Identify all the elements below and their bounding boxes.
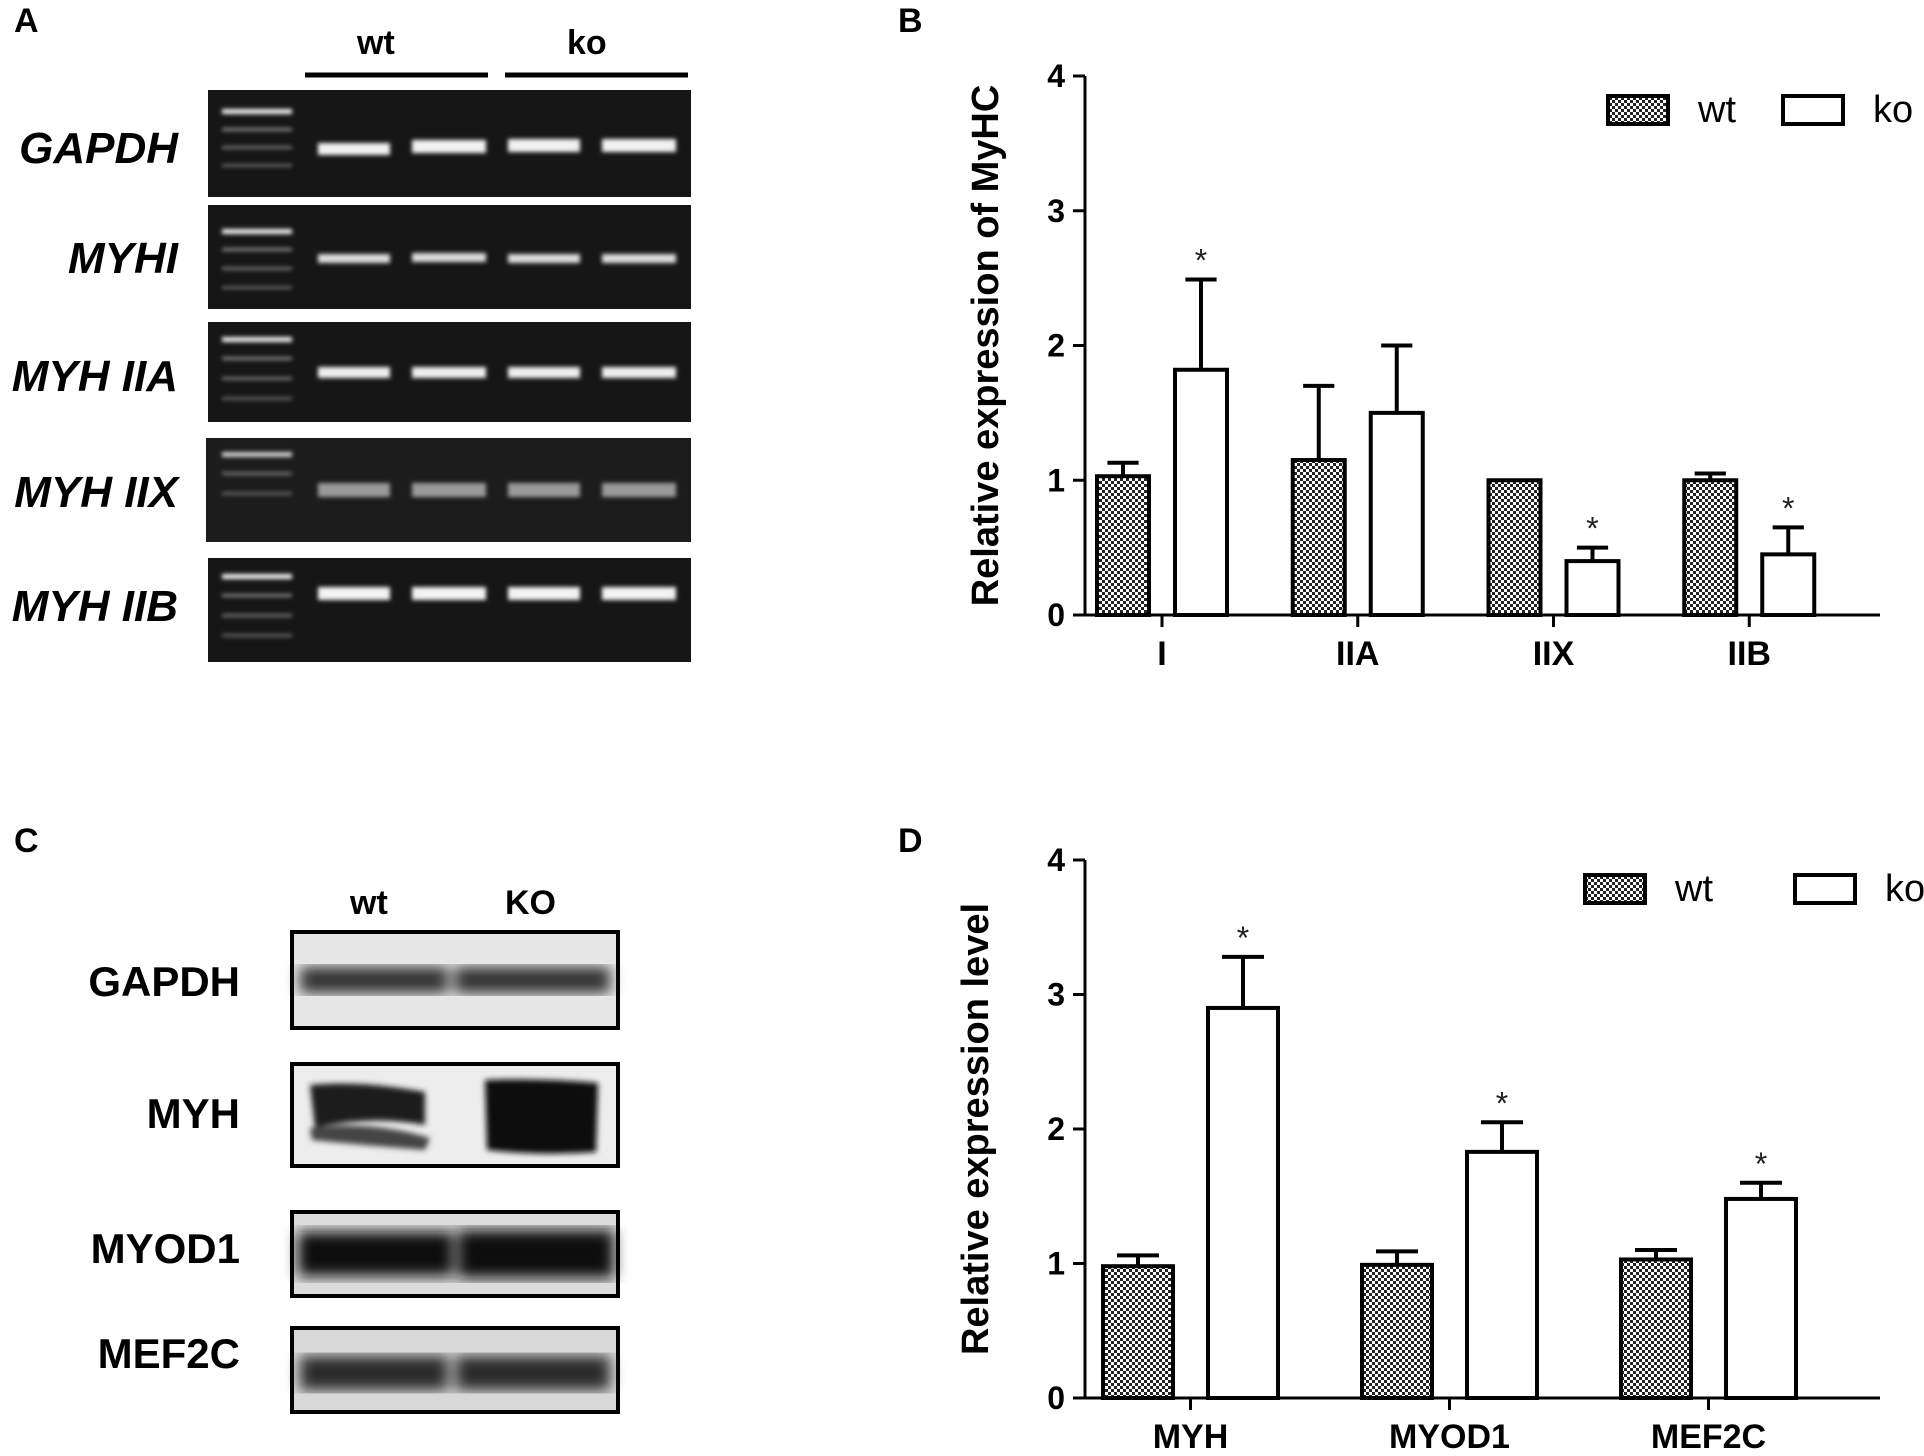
gel-strip-gapdh [208, 90, 691, 197]
bar-wt-IIX [1486, 478, 1543, 617]
bar-ko-MYH [1206, 1005, 1280, 1400]
legend-swatch-wt [1606, 94, 1670, 126]
significance-star: * [1755, 1146, 1767, 1182]
x-tick-label: MYOD1 [1389, 1418, 1510, 1456]
y-tick-label: 3 [1047, 193, 1065, 229]
y-tick-label: 2 [1047, 1111, 1065, 1147]
gel-label-myh-iib: MYH IIB [11, 582, 178, 631]
wb-label-mef2c: MEF2C [97, 1330, 240, 1377]
gel-image [206, 90, 691, 662]
gel-strip-myhi [208, 205, 691, 309]
panel-label-b: B [898, 2, 923, 40]
wb-strip-myod1 [290, 1210, 620, 1298]
bar-wt-IIB [1682, 478, 1739, 617]
significance-star: * [1586, 511, 1598, 547]
wb-label-myod1: MYOD1 [90, 1225, 240, 1272]
x-tick-label: I [1157, 635, 1166, 673]
significance-star: * [1237, 920, 1249, 956]
wb-strip-myh [290, 1062, 620, 1168]
gel-strip-myh-iib [208, 558, 691, 662]
y-tick-label: 0 [1047, 597, 1065, 633]
y-tick-label: 2 [1047, 328, 1065, 364]
y-tick-label: 3 [1047, 977, 1065, 1013]
y-axis-title: Relative expression of MyHC [965, 85, 1007, 607]
wb-strip-gapdh [290, 930, 620, 1030]
chart-d: 0 1 2 3 4 Relative expression level * MYH * MYOD1… [955, 842, 1924, 1456]
x-tick-label: IIB [1728, 635, 1771, 673]
legend-label-ko: ko [1885, 868, 1924, 910]
gel-label-myh-iix: MYH IIX [14, 468, 178, 517]
panel-label-d: D [898, 822, 923, 860]
gel-label-gapdh: GAPDH [19, 124, 178, 173]
bar-wt-IIA [1290, 458, 1347, 617]
legend-swatch-ko [1793, 873, 1857, 905]
legend-swatch-wt [1583, 873, 1647, 905]
bar-ko-IIX [1564, 559, 1621, 617]
bar-wt-I [1095, 474, 1151, 617]
gel-label-myh-iia: MYH IIA [11, 352, 178, 401]
wb-label-gapdh: GAPDH [88, 958, 240, 1005]
x-tick-label: IIX [1533, 635, 1575, 673]
gel-label-myhi: MYHI [68, 234, 178, 283]
wb-lane-ko: KO [505, 884, 556, 922]
bar-ko-I [1173, 367, 1229, 617]
y-tick-label: 4 [1047, 842, 1065, 878]
significance-star: * [1496, 1085, 1508, 1121]
legend-label-ko: ko [1873, 89, 1913, 131]
legend-label-wt: wt [1697, 89, 1736, 131]
legend-label-wt: wt [1674, 868, 1713, 910]
bar-ko-IIA [1368, 410, 1425, 617]
y-tick-label: 4 [1047, 58, 1065, 94]
wb-strip-mef2c [290, 1326, 620, 1414]
western-image [290, 930, 620, 1414]
y-tick-label: 1 [1047, 1246, 1065, 1282]
significance-star: * [1782, 490, 1794, 526]
gel-group-ko: ko [567, 24, 607, 62]
bar-wt-MEF2C [1619, 1257, 1693, 1400]
gel-group-lines [305, 72, 688, 78]
bar-ko-MYOD1 [1465, 1149, 1539, 1400]
x-tick-label: IIA [1336, 635, 1379, 673]
bar-ko-MEF2C [1724, 1196, 1798, 1400]
wb-label-myh: MYH [146, 1090, 240, 1137]
y-axis-title: Relative expression level [955, 903, 997, 1355]
gel-strip-myh-iia [208, 322, 691, 422]
x-tick-label: MEF2C [1651, 1418, 1766, 1456]
y-tick-label: 1 [1047, 462, 1065, 498]
bar-ko-IIB [1760, 552, 1817, 617]
gel-group-wt: wt [357, 24, 395, 62]
bar-wt-MYH [1101, 1264, 1175, 1400]
panel-label-c: C [14, 822, 39, 860]
chart-b: 0 1 2 3 4 Relative expression of MyHC * I IIA * II… [965, 58, 1913, 673]
legend-swatch-ko [1781, 94, 1845, 126]
significance-star: * [1195, 242, 1207, 278]
x-tick-label: MYH [1153, 1418, 1229, 1456]
gel-strip-myh-iix [206, 438, 691, 542]
bar-wt-MYOD1 [1360, 1262, 1434, 1400]
y-tick-label: 0 [1047, 1380, 1065, 1416]
wb-lane-wt: wt [350, 884, 388, 922]
panel-label-a: A [14, 2, 39, 40]
